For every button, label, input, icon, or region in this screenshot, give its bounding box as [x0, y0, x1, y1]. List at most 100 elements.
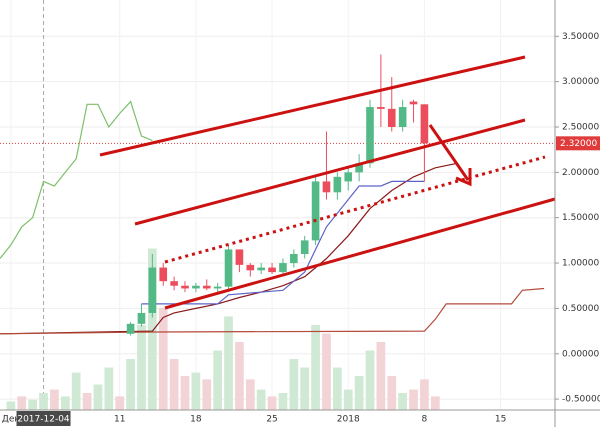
y-tick-label: 1.50000: [562, 213, 599, 223]
volume-layer: [6, 248, 440, 410]
y-tick-label: 3.00000: [562, 77, 599, 87]
candle-body: [268, 267, 276, 273]
volume-bar: [354, 376, 364, 410]
candle-body: [170, 281, 178, 286]
volume-bar: [202, 379, 212, 410]
volume-bar: [311, 325, 320, 410]
candle-body: [148, 267, 157, 313]
volume-bar: [300, 367, 310, 410]
y-tick-label: 1.00000: [562, 259, 599, 269]
candle-body: [235, 249, 244, 265]
indicator-line: [0, 287, 545, 335]
candle-body: [213, 286, 222, 289]
volume-bar: [235, 342, 244, 410]
grid: [0, 0, 555, 410]
volume-bar: [126, 359, 135, 410]
volume-bar: [409, 389, 418, 410]
indicator-layer: [0, 100, 555, 335]
indicator-line: [0, 162, 458, 335]
volume-bar: [6, 401, 16, 410]
trend-line: [134, 118, 526, 226]
candle-body: [126, 323, 135, 334]
volume-bar: [169, 359, 179, 410]
volume-bar: [82, 393, 92, 410]
candle-body: [246, 264, 255, 271]
candle-body: [181, 285, 189, 289]
x-tick-label: 2018: [337, 415, 360, 425]
volume-bar: [430, 396, 440, 410]
volume-bar: [115, 396, 125, 410]
candle-body: [300, 240, 309, 254]
arrow: [428, 124, 470, 181]
crosshair-label-bg: [16, 411, 71, 426]
candle-body: [322, 181, 331, 193]
volume-bar: [148, 248, 157, 410]
volume-bar: [387, 376, 397, 410]
volume-bar: [39, 393, 48, 410]
candle-body: [333, 176, 342, 193]
volume-bar: [158, 308, 168, 410]
volume-bar: [376, 342, 386, 410]
x-tick-label: 18: [190, 415, 202, 425]
trend-line: [99, 55, 526, 157]
candle-body: [344, 172, 353, 182]
volume-bar: [60, 396, 70, 410]
candle-body: [420, 104, 429, 144]
y-tick-label: 2.00000: [562, 168, 599, 178]
volume-bar: [365, 350, 375, 410]
y-tick-label: 3.50000: [562, 32, 599, 42]
indicator-line: [141, 180, 425, 305]
y-tick-label: 0.00000: [562, 349, 599, 359]
candle-body: [290, 253, 298, 264]
candle-body: [366, 107, 374, 164]
volume-bar: [256, 389, 266, 410]
x-tick-label: 15: [495, 415, 506, 425]
volume-bar: [289, 359, 299, 410]
candle-layer: [126, 54, 429, 336]
candle-body: [387, 108, 396, 127]
volume-bar: [267, 396, 277, 410]
volume-bar: [343, 389, 353, 410]
volume-bar: [71, 372, 81, 410]
candle-body: [409, 101, 418, 105]
volume-bar: [104, 367, 114, 410]
volume-bar: [278, 393, 288, 410]
indicator-line: [0, 100, 153, 259]
candle-body: [192, 285, 200, 289]
y-tick-label: -0.50000: [562, 395, 600, 405]
volume-bar: [224, 316, 233, 410]
candle-body: [311, 181, 320, 241]
volume-bar: [93, 384, 103, 410]
x-tick-label: Дек: [2, 415, 21, 425]
volume-bar: [50, 389, 59, 410]
trend-line-dotted: [164, 155, 546, 264]
volume-bar: [245, 379, 255, 410]
x-tick-label: 25: [266, 415, 277, 425]
last-price-bg: [556, 136, 600, 151]
x-tick-label: 11: [114, 415, 125, 425]
candle-body: [279, 263, 287, 273]
volume-bar: [398, 393, 407, 410]
volume-bar: [17, 396, 27, 410]
volume-bar: [420, 379, 429, 410]
candle-body: [377, 107, 385, 109]
y-tick-label: 0.50000: [562, 304, 599, 314]
candle-body: [224, 249, 233, 287]
volume-bar: [137, 325, 146, 410]
volume-bar: [28, 399, 37, 410]
trend-line: [164, 197, 556, 310]
candle-body: [257, 267, 265, 271]
volume-bar: [191, 372, 201, 410]
volume-bar: [333, 367, 342, 410]
candle-body: [159, 267, 168, 282]
volume-bar: [213, 350, 222, 410]
candle-body: [202, 285, 211, 289]
candle-body: [398, 107, 407, 127]
volume-bar: [180, 376, 190, 410]
candle-body: [355, 163, 363, 173]
y-tick-label: 2.50000: [562, 122, 599, 132]
